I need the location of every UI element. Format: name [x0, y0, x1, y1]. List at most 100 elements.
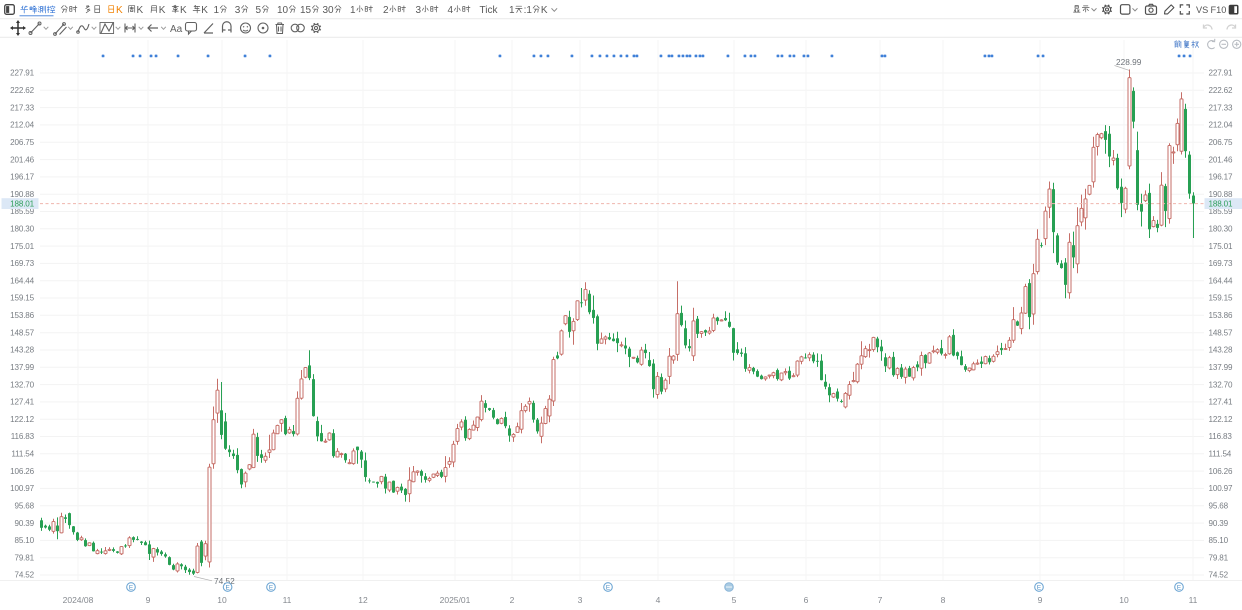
svg-text:K: K [159, 5, 166, 16]
svg-text:132.70: 132.70 [10, 380, 35, 389]
svg-text:K: K [116, 5, 123, 16]
svg-text:VS: VS [1196, 5, 1208, 15]
svg-text:F10: F10 [1211, 5, 1227, 15]
svg-text:79.81: 79.81 [1209, 553, 1229, 562]
svg-text:227.91: 227.91 [1209, 69, 1234, 78]
svg-text:74.52: 74.52 [14, 571, 34, 580]
svg-text:5: 5 [256, 5, 262, 16]
svg-text:2: 2 [383, 5, 389, 16]
svg-text:K: K [201, 5, 208, 16]
svg-text:4: 4 [448, 5, 454, 16]
svg-text:10: 10 [1119, 595, 1129, 605]
svg-text:196.17: 196.17 [1209, 173, 1234, 182]
svg-text:185.59: 185.59 [1209, 207, 1234, 216]
svg-text:E: E [225, 585, 229, 592]
svg-text:217.33: 217.33 [1209, 103, 1234, 112]
svg-text:E: E [1177, 585, 1181, 592]
svg-text:1: 1 [509, 5, 515, 16]
svg-text:5: 5 [732, 595, 737, 605]
svg-text:164.44: 164.44 [10, 276, 35, 285]
svg-text::1: :1 [524, 5, 533, 16]
svg-text:4: 4 [656, 595, 661, 605]
svg-text:190.88: 190.88 [1209, 190, 1234, 199]
svg-text:E: E [129, 585, 133, 592]
svg-text:K: K [180, 5, 187, 16]
svg-text:148.57: 148.57 [10, 328, 35, 337]
svg-text:196.17: 196.17 [10, 173, 35, 182]
svg-text:Tick: Tick [480, 5, 499, 16]
svg-text:188.01: 188.01 [1209, 199, 1234, 208]
svg-text:1: 1 [214, 5, 220, 16]
svg-text:106.26: 106.26 [10, 467, 35, 476]
svg-text:90.39: 90.39 [14, 519, 34, 528]
svg-text:169.73: 169.73 [10, 259, 35, 268]
svg-text:137.99: 137.99 [1209, 363, 1234, 372]
svg-text:159.15: 159.15 [1209, 294, 1234, 303]
svg-text:95.68: 95.68 [14, 501, 34, 510]
svg-text:10: 10 [277, 5, 289, 16]
svg-text:6: 6 [804, 595, 809, 605]
svg-text:11: 11 [283, 595, 292, 605]
svg-text:201.46: 201.46 [1209, 155, 1234, 164]
svg-text:116.83: 116.83 [11, 432, 35, 441]
svg-text:212.04: 212.04 [1209, 121, 1234, 130]
svg-text:206.75: 206.75 [10, 138, 35, 147]
svg-text:222.62: 222.62 [1209, 86, 1234, 95]
svg-text:106.26: 106.26 [1209, 467, 1234, 476]
svg-text:190.88: 190.88 [10, 190, 35, 199]
svg-text:2025/01: 2025/01 [440, 595, 471, 605]
svg-text:122.12: 122.12 [1209, 415, 1234, 424]
svg-text:227.91: 227.91 [10, 69, 35, 78]
svg-text:188.01: 188.01 [10, 199, 35, 208]
svg-text:222.62: 222.62 [10, 86, 35, 95]
svg-text:74.52: 74.52 [214, 576, 235, 586]
svg-text:11: 11 [1189, 595, 1198, 605]
svg-text:111.54: 111.54 [1209, 450, 1232, 459]
svg-text:2024/08: 2024/08 [63, 595, 94, 605]
svg-text:127.41: 127.41 [1209, 398, 1234, 407]
svg-text:164.44: 164.44 [1209, 276, 1234, 285]
svg-text:228.99: 228.99 [1116, 57, 1142, 67]
svg-text:148.57: 148.57 [1209, 328, 1234, 337]
svg-text:185.59: 185.59 [10, 207, 35, 216]
svg-text:10: 10 [217, 595, 227, 605]
svg-text:3: 3 [235, 5, 241, 16]
svg-text:122.12: 122.12 [10, 415, 35, 424]
svg-text:169.73: 169.73 [1209, 259, 1234, 268]
svg-text:30: 30 [323, 5, 335, 16]
svg-text:12: 12 [358, 595, 368, 605]
svg-text:100.97: 100.97 [1209, 484, 1234, 493]
svg-text:85.10: 85.10 [14, 536, 34, 545]
svg-text:180.30: 180.30 [1209, 225, 1234, 234]
svg-text:111.54: 111.54 [11, 450, 34, 459]
svg-text:3: 3 [578, 595, 583, 605]
svg-text:E: E [606, 585, 610, 592]
svg-text:217.33: 217.33 [10, 103, 35, 112]
svg-text:3: 3 [416, 5, 422, 16]
svg-text:153.86: 153.86 [10, 311, 35, 320]
svg-text:15: 15 [300, 5, 312, 16]
svg-text:201.46: 201.46 [10, 155, 35, 164]
svg-text:143.28: 143.28 [10, 346, 35, 355]
svg-text:175.01: 175.01 [10, 242, 35, 251]
svg-text:9: 9 [1038, 595, 1043, 605]
svg-text:8: 8 [941, 595, 946, 605]
svg-text:7: 7 [878, 595, 883, 605]
svg-text:180.30: 180.30 [10, 225, 35, 234]
svg-text:90.39: 90.39 [1209, 519, 1229, 528]
svg-text:95.68: 95.68 [1209, 501, 1229, 510]
svg-text:143.28: 143.28 [1209, 346, 1234, 355]
svg-text:153.86: 153.86 [1209, 311, 1234, 320]
svg-text:Aa: Aa [170, 24, 183, 35]
svg-text:85.10: 85.10 [1209, 536, 1229, 545]
svg-text:212.04: 212.04 [10, 121, 35, 130]
svg-text:137.99: 137.99 [10, 363, 35, 372]
svg-text:1: 1 [350, 5, 356, 16]
svg-text:127.41: 127.41 [10, 398, 35, 407]
svg-text:K: K [137, 5, 144, 16]
svg-text:100.97: 100.97 [10, 484, 35, 493]
svg-text:79.81: 79.81 [14, 553, 34, 562]
svg-text:116.83: 116.83 [1209, 432, 1233, 441]
svg-text:E: E [1037, 585, 1041, 592]
svg-text:74.52: 74.52 [1209, 571, 1229, 580]
